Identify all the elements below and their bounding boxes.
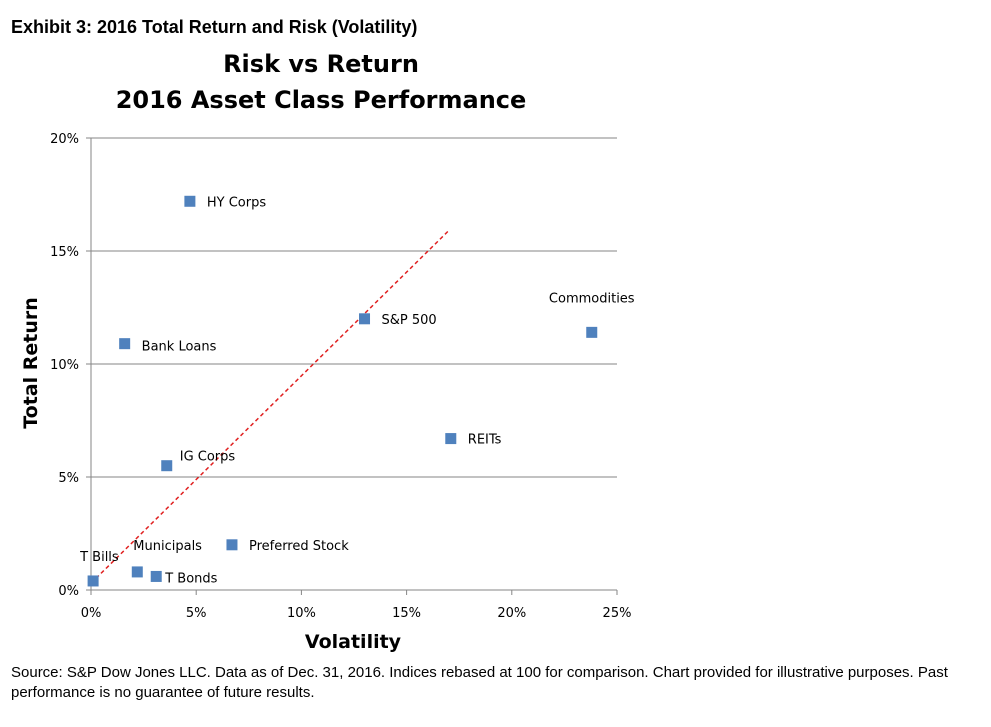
data-point-label: Bank Loans bbox=[142, 340, 217, 355]
data-point-label: Municipals bbox=[133, 539, 202, 554]
data-point bbox=[359, 313, 371, 325]
data-point bbox=[226, 539, 238, 551]
chart-subtitle: 2016 Asset Class Performance bbox=[116, 86, 527, 114]
exhibit-title: Exhibit 3: 2016 Total Return and Risk (V… bbox=[11, 17, 418, 37]
x-tick-label: 5% bbox=[186, 606, 207, 621]
y-tick-label: 20% bbox=[50, 132, 79, 147]
source-note: Source: S&P Dow Jones LLC. Data as of De… bbox=[11, 664, 948, 701]
data-point bbox=[586, 326, 598, 338]
data-point-label: S&P 500 bbox=[382, 313, 437, 328]
x-tick-label: 10% bbox=[287, 606, 316, 621]
data-point bbox=[150, 570, 162, 582]
data-point bbox=[184, 195, 196, 207]
x-tick-label: 0% bbox=[81, 606, 102, 621]
data-point-label: Preferred Stock bbox=[249, 539, 349, 554]
y-tick-label: 10% bbox=[50, 358, 79, 373]
gridlines bbox=[91, 137, 617, 591]
x-tick-label: 15% bbox=[392, 606, 421, 621]
trendline bbox=[90, 230, 450, 584]
data-point-label: IG Corps bbox=[180, 450, 236, 465]
x-tick-label: 25% bbox=[603, 606, 632, 621]
data-point bbox=[131, 566, 143, 578]
y-tick-label: 15% bbox=[50, 245, 79, 260]
data-point bbox=[445, 433, 457, 445]
data-point bbox=[119, 338, 131, 350]
x-tick-label: 20% bbox=[497, 606, 526, 621]
data-point-label: REITs bbox=[468, 433, 502, 448]
y-axis-label: Total Return bbox=[20, 297, 42, 429]
chart-title: Risk vs Return bbox=[223, 50, 419, 78]
data-point-label: T Bills bbox=[79, 550, 119, 565]
trendline-group bbox=[90, 230, 450, 584]
data-points: HY Corps Commodities S&P 500 Bank Loans REIT… bbox=[79, 195, 635, 587]
data-point-label: Commodities bbox=[549, 291, 635, 306]
data-point bbox=[87, 575, 99, 587]
scatter-chart: Risk vs Return 2016 Asset Class Performa… bbox=[20, 50, 635, 653]
tick-labels: 0% 5% 10% 15% 20% 0% 5% 10% 15% 20% 25% bbox=[50, 132, 631, 621]
y-tick-label: 5% bbox=[58, 471, 79, 486]
data-point-label: T Bonds bbox=[164, 571, 217, 586]
data-point bbox=[161, 460, 173, 472]
y-tick-label: 0% bbox=[58, 584, 79, 599]
data-point-label: HY Corps bbox=[207, 195, 266, 210]
x-axis-label: Volatility bbox=[305, 631, 402, 653]
axes bbox=[86, 137, 618, 595]
